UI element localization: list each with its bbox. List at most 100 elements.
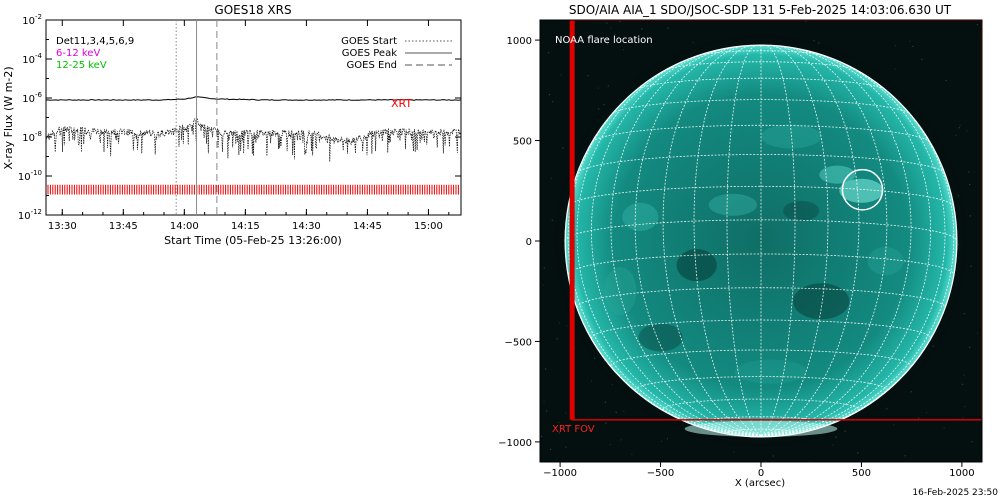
footer-timestamp: 16-Feb-2025 23:50 bbox=[912, 488, 998, 498]
background-speckle bbox=[543, 267, 545, 269]
goes-y-tick-label: 10-10 bbox=[18, 169, 42, 183]
background-speckle bbox=[566, 325, 568, 327]
goes-legend-event-label: GOES End bbox=[347, 60, 397, 71]
background-speckle bbox=[969, 346, 971, 348]
background-speckle bbox=[545, 368, 547, 370]
background-speckle bbox=[605, 422, 607, 424]
background-speckle bbox=[562, 147, 564, 149]
background-speckle bbox=[918, 417, 920, 419]
goes-title: GOES18 XRS bbox=[214, 3, 291, 17]
background-speckle bbox=[832, 444, 834, 446]
goes-lightcurve-panel: GOES18 XRS 13:30 13:45 14:00 14:15 14:30 14:4… bbox=[2, 3, 462, 247]
background-speckle bbox=[604, 401, 606, 403]
background-speckle bbox=[565, 40, 567, 42]
background-speckle bbox=[925, 412, 928, 414]
goes-x-tick-label: 13:45 bbox=[109, 221, 138, 232]
coronal-feature bbox=[604, 267, 637, 316]
latitude-line bbox=[592, 124, 930, 143]
background-speckle bbox=[609, 443, 611, 446]
coronal-feature bbox=[638, 323, 683, 352]
background-speckle bbox=[615, 411, 617, 413]
goes-x-tick-label: 14:45 bbox=[353, 221, 382, 232]
background-speckle bbox=[590, 380, 593, 382]
aia-x-tick-label: −1000 bbox=[543, 468, 577, 479]
background-speckle bbox=[543, 284, 545, 286]
xrt-annotation: XRT bbox=[391, 97, 412, 110]
goes-long-channel-line bbox=[46, 96, 461, 101]
goes-y-tick-label: 10-4 bbox=[22, 52, 42, 66]
aia-x-tick-label: −500 bbox=[647, 468, 674, 479]
aia-image-panel: SDO/AIA AIA_1 SDO/JSOC-SDP 131 5-Feb-202… bbox=[498, 3, 983, 489]
background-speckle bbox=[641, 28, 643, 30]
background-speckle bbox=[619, 21, 621, 23]
aia-y-tick-label: 1000 bbox=[507, 36, 532, 47]
goes-xlabel: Start Time (05-Feb-25 13:26:00) bbox=[164, 234, 342, 247]
background-speckle bbox=[904, 455, 906, 457]
background-speckle bbox=[971, 441, 973, 443]
background-speckle bbox=[964, 406, 966, 408]
goes-ylabel: X-ray Flux (W m-2) bbox=[2, 66, 15, 169]
coronal-feature bbox=[676, 249, 717, 282]
background-speckle bbox=[976, 24, 978, 26]
background-speckle bbox=[966, 130, 968, 132]
latitude-line bbox=[567, 253, 955, 275]
background-speckle bbox=[894, 45, 896, 47]
background-speckle bbox=[963, 313, 965, 315]
longitude-line bbox=[590, 49, 762, 437]
goes-x-tick-label: 14:00 bbox=[170, 221, 199, 232]
background-speckle bbox=[588, 429, 590, 432]
background-speckle bbox=[772, 455, 774, 457]
background-speckle bbox=[568, 425, 571, 427]
background-speckle bbox=[558, 421, 560, 424]
background-speckle bbox=[667, 27, 669, 29]
background-speckle bbox=[805, 20, 807, 22]
background-speckle bbox=[943, 427, 945, 429]
background-speckle bbox=[603, 104, 605, 106]
xrt-fov-box bbox=[569, 20, 982, 421]
goes-x-tick-label: 14:15 bbox=[231, 221, 260, 232]
longitude-line bbox=[760, 45, 888, 437]
longitude-line bbox=[760, 45, 860, 437]
background-speckle bbox=[550, 448, 552, 450]
xrt-observation-ticks bbox=[47, 184, 459, 195]
goes-short-channel-line bbox=[46, 118, 461, 162]
longitude-line bbox=[760, 53, 946, 437]
background-speckle bbox=[623, 410, 625, 412]
background-speckle bbox=[977, 332, 979, 334]
goes-legend-entry: Det11,3,4,5,6,9 bbox=[56, 36, 134, 47]
coronal-feature bbox=[819, 165, 856, 184]
goes-y-tick-label: 10-6 bbox=[22, 91, 42, 105]
background-speckle bbox=[546, 410, 548, 412]
background-speckle bbox=[921, 58, 923, 60]
longitude-line bbox=[760, 45, 829, 437]
aia-y-tick-label: 500 bbox=[513, 137, 532, 148]
aia-y-tick-label: −500 bbox=[505, 337, 532, 348]
goes-x-tick-label: 14:30 bbox=[292, 221, 321, 232]
latitude-line bbox=[636, 77, 886, 91]
background-speckle bbox=[547, 52, 550, 54]
background-speckle bbox=[894, 68, 896, 70]
aia-legend-noaa: NOAA flare location bbox=[555, 35, 653, 46]
longitude-line bbox=[726, 45, 762, 437]
background-speckle bbox=[606, 22, 608, 24]
background-speckle bbox=[548, 94, 550, 96]
background-speckle bbox=[558, 432, 560, 434]
background-speckle bbox=[556, 338, 558, 340]
goes-y-tick-label: 10-2 bbox=[22, 13, 42, 27]
longitude-line bbox=[576, 53, 762, 437]
background-speckle bbox=[893, 424, 895, 426]
coronal-feature bbox=[793, 283, 850, 320]
solar-limb bbox=[564, 44, 958, 438]
background-speckle bbox=[835, 436, 837, 438]
aia-xlabel: X (arcsec) bbox=[735, 478, 785, 489]
background-speckle bbox=[955, 134, 957, 136]
goes-x-tick-label: 13:30 bbox=[48, 221, 77, 232]
background-speckle bbox=[969, 183, 971, 186]
goes-series-layer bbox=[46, 96, 461, 162]
background-speckle bbox=[598, 108, 600, 110]
background-speckle bbox=[610, 27, 612, 29]
background-speckle bbox=[614, 33, 616, 35]
background-speckle bbox=[963, 374, 965, 376]
